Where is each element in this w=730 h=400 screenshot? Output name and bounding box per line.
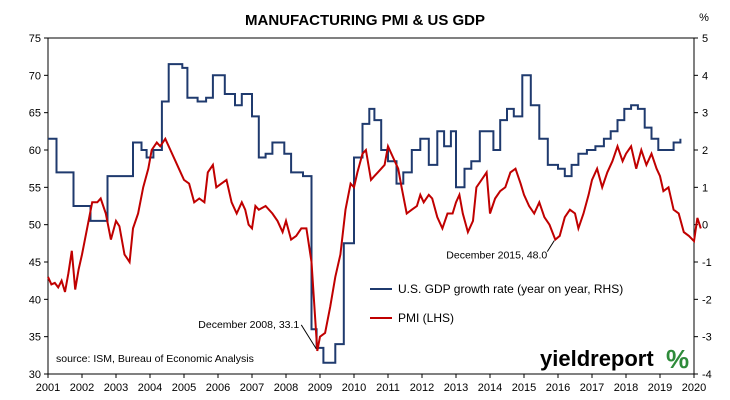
x-tick-label: 2016 xyxy=(546,382,570,394)
x-tick-label: 2001 xyxy=(36,382,60,394)
x-tick-label: 2015 xyxy=(512,382,536,394)
x-tick-label: 2012 xyxy=(410,382,434,394)
left-tick-label: 30 xyxy=(29,369,41,381)
x-tick-label: 2002 xyxy=(70,382,94,394)
right-tick-label: -1 xyxy=(702,257,712,269)
right-tick-label: 4 xyxy=(702,70,708,82)
right-tick-label: -4 xyxy=(702,369,712,381)
x-tick-label: 2017 xyxy=(580,382,604,394)
source-note: source: ISM, Bureau of Economic Analysis xyxy=(56,353,254,365)
legend-label-gdp: U.S. GDP growth rate (year on year, RHS) xyxy=(398,282,623,296)
x-tick-label: 2013 xyxy=(444,382,468,394)
logo-wordmark: yieldreport xyxy=(540,346,654,371)
left-axis: 30 35 40 45 50 55 60 65 70 75 xyxy=(29,33,48,381)
left-tick-label: 55 xyxy=(29,182,41,194)
legend-label-pmi: PMI (LHS) xyxy=(398,311,454,325)
x-tick-label: 2018 xyxy=(614,382,638,394)
left-tick-label: 35 xyxy=(29,332,41,344)
right-tick-label: 1 xyxy=(702,182,708,194)
legend: U.S. GDP growth rate (year on year, RHS)… xyxy=(370,282,623,325)
x-tick-label: 2003 xyxy=(104,382,128,394)
annotation-dec-2015: December 2015, 48.0 xyxy=(446,240,555,262)
right-tick-label: 2 xyxy=(702,145,708,157)
left-tick-label: 45 xyxy=(29,257,41,269)
right-axis: -4 -3 -2 -1 0 1 2 3 4 5 xyxy=(694,33,712,381)
x-axis: 2001 2002 2003 2004 2005 2006 2007 2008 2009 2010… xyxy=(36,374,706,394)
x-tick-label: 2005 xyxy=(172,382,196,394)
left-tick-label: 60 xyxy=(29,145,41,157)
left-tick-label: 65 xyxy=(29,108,41,120)
plot-frame xyxy=(47,37,695,375)
right-tick-label: -3 xyxy=(702,332,712,344)
x-tick-label: 2020 xyxy=(682,382,706,394)
annotation-dec-2008: December 2008, 33.1 xyxy=(198,319,317,350)
annotation-leader-line xyxy=(300,324,317,350)
series-line-pmi xyxy=(47,136,702,352)
left-tick-label: 50 xyxy=(29,220,41,232)
series-line-gdp xyxy=(48,63,682,364)
right-tick-label: 3 xyxy=(702,108,708,120)
x-tick-label: 2014 xyxy=(478,382,502,394)
yieldreport-logo: yieldreport % xyxy=(540,344,689,374)
left-tick-label: 75 xyxy=(29,33,41,45)
x-tick-label: 2010 xyxy=(342,382,366,394)
right-axis-unit: % xyxy=(699,12,709,24)
x-tick-label: 2007 xyxy=(240,382,264,394)
x-tick-label: 2008 xyxy=(274,382,298,394)
right-tick-label: 0 xyxy=(702,220,708,232)
left-tick-label: 40 xyxy=(29,294,41,306)
annotation-leader-line xyxy=(546,240,555,252)
right-tick-label: -2 xyxy=(702,294,712,306)
x-tick-label: 2004 xyxy=(138,382,162,394)
annotation-label: December 2008, 33.1 xyxy=(198,319,299,331)
x-tick-label: 2011 xyxy=(376,382,400,394)
left-tick-label: 70 xyxy=(29,70,41,82)
annotation-label: December 2015, 48.0 xyxy=(446,250,547,262)
right-tick-label: 5 xyxy=(702,33,708,45)
x-tick-label: 2006 xyxy=(206,382,230,394)
x-tick-label: 2019 xyxy=(648,382,672,394)
x-tick-label: 2009 xyxy=(308,382,332,394)
chart-title: MANUFACTURING PMI & US GDP xyxy=(245,12,485,29)
logo-percent-icon: % xyxy=(666,344,689,374)
